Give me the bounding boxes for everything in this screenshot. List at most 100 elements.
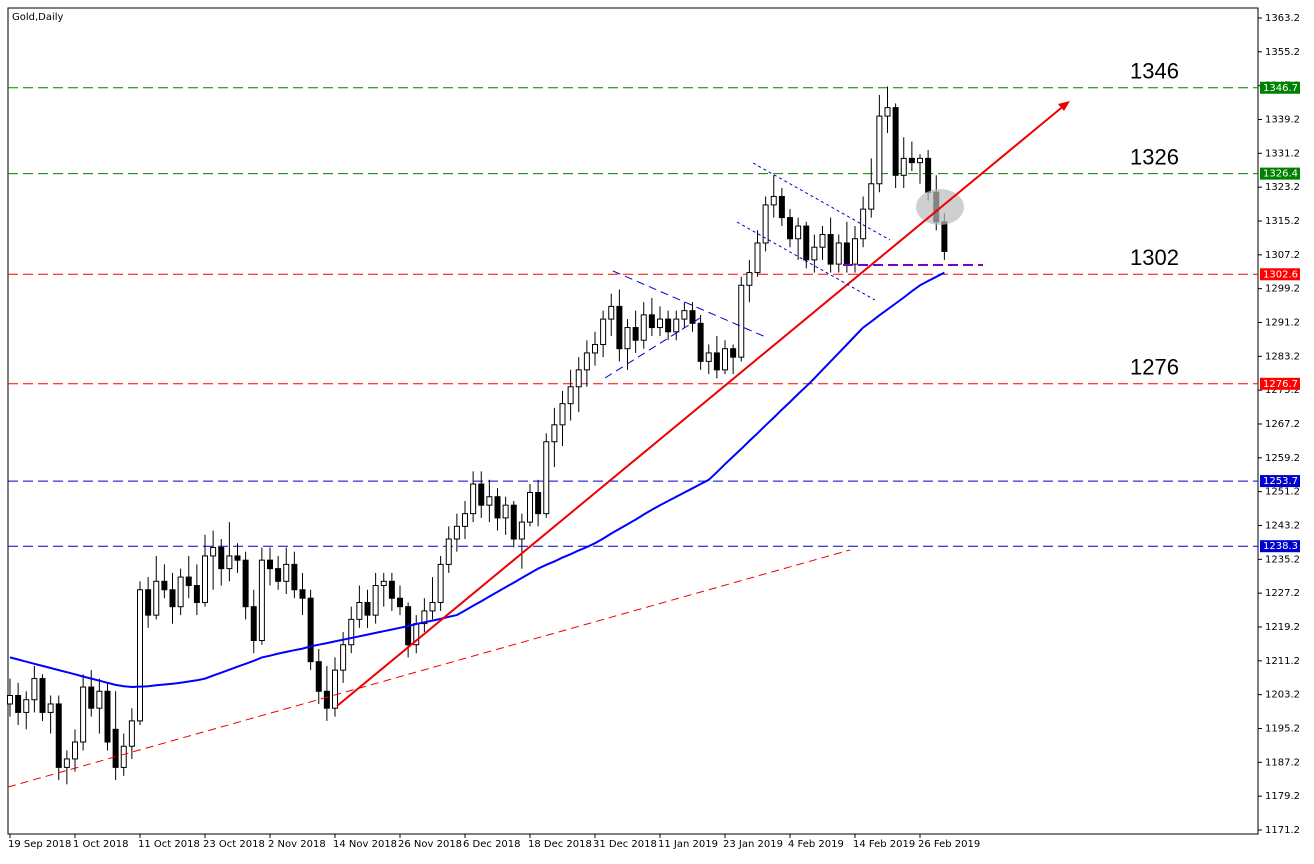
candle-body: [640, 314, 647, 341]
candle-body: [128, 720, 135, 747]
candle-body: [23, 699, 30, 713]
candle-body: [340, 644, 347, 671]
x-tick-label: 14 Nov 2018: [333, 839, 397, 850]
moving-average: [9, 271, 945, 689]
candle-body: [592, 343, 598, 354]
candle-body: [827, 234, 834, 265]
candle-body: [811, 246, 818, 261]
candle-body: [510, 504, 517, 540]
candle-body: [63, 758, 70, 768]
candle-body: [575, 369, 582, 388]
candle-body: [665, 318, 672, 333]
support-line: [7, 549, 851, 788]
candle-body: [291, 563, 298, 591]
candle-body: [486, 496, 493, 506]
candle-body: [323, 690, 330, 709]
y-tick-label: 1219.2: [1265, 622, 1300, 633]
candle-body: [283, 563, 290, 582]
y-tick-label: 1259.2: [1265, 453, 1300, 464]
candle-body: [96, 690, 103, 709]
candle-body: [55, 703, 62, 768]
x-tick-label: 23 Oct 2018: [203, 839, 265, 850]
candle-body: [900, 157, 907, 176]
y-tick-label: 1299.2: [1265, 284, 1300, 295]
levels: [8, 87, 1258, 547]
candle-body: [583, 352, 590, 371]
y-tick-label: 1331.2: [1265, 148, 1300, 159]
candle-body: [908, 157, 915, 164]
candle-body: [226, 555, 233, 570]
candle-body: [648, 314, 655, 329]
level-tag: [1260, 540, 1300, 553]
candle-body: [234, 555, 241, 561]
y-tick-label: 1315.2: [1265, 216, 1300, 227]
candle-body: [137, 589, 143, 722]
candle-body: [462, 513, 468, 527]
candle-body: [364, 601, 371, 616]
y-tick-label: 1195.2: [1265, 723, 1300, 734]
y-tick-label: 1251.2: [1265, 487, 1300, 498]
y-tick-label: 1187.2: [1265, 757, 1300, 768]
level-label: 1302.6: [1263, 269, 1298, 280]
candle-body: [47, 703, 54, 713]
candle-body: [242, 559, 249, 608]
x-tick-label: 18 Dec 2018: [528, 839, 592, 850]
candle-body: [722, 348, 728, 371]
level-annotation: 1326: [1130, 144, 1179, 169]
candle-body: [372, 585, 379, 616]
y-tick-label: 1339.2: [1265, 114, 1300, 125]
level-label: 1346.7: [1263, 83, 1298, 94]
candles: [7, 86, 948, 785]
candle-body: [787, 217, 793, 240]
y-tick-label: 1307.2: [1265, 250, 1300, 261]
level-tag: [1260, 475, 1300, 488]
candle-body: [778, 195, 785, 219]
candle-body: [860, 208, 867, 240]
candle-body: [624, 327, 631, 350]
candle-body: [72, 741, 78, 760]
candle-body: [600, 318, 607, 345]
candle-body: [518, 521, 525, 540]
candle-body: [250, 606, 257, 642]
candle-body: [39, 678, 46, 713]
level-annotation: 1346: [1130, 59, 1179, 84]
x-tick-label: 4 Feb 2019: [788, 839, 844, 850]
candle-body: [388, 580, 395, 599]
level-tag: [1260, 268, 1300, 281]
candle-body: [299, 589, 306, 599]
y-tick-label: 1355.2: [1265, 47, 1300, 58]
candle-body: [551, 424, 558, 443]
candle-body: [437, 563, 444, 603]
candle-body: [917, 157, 923, 164]
candle-body: [397, 597, 403, 608]
candle-body: [494, 496, 501, 519]
x-tick-label: 19 Sep 2018: [8, 839, 71, 850]
x-tick-label: 14 Feb 2019: [853, 839, 915, 850]
drawings: [7, 101, 1070, 788]
candle-body: [120, 745, 127, 768]
level-tag: [1260, 167, 1300, 180]
candle-body: [153, 580, 160, 616]
x-tick-label: 26 Feb 2019: [918, 839, 980, 850]
candle-body: [429, 601, 436, 612]
level-annotation: 1276: [1130, 355, 1179, 380]
candle-body: [689, 310, 696, 324]
candle-body: [730, 348, 737, 358]
level-label: 1326.4: [1263, 169, 1298, 180]
candle-body: [843, 242, 850, 265]
candle-body: [819, 234, 826, 248]
channel-line: [736, 221, 876, 301]
candle-body: [421, 610, 428, 625]
level-annotation: 1302: [1130, 245, 1179, 270]
level-label: 1238.3: [1263, 541, 1298, 552]
y-tick-label: 1227.2: [1265, 588, 1300, 599]
candle-body: [681, 310, 688, 320]
x-tick-label: 23 Jan 2019: [723, 839, 783, 850]
chart-title: Gold,Daily: [12, 12, 64, 23]
trend-line: [336, 103, 1067, 707]
candle-body: [177, 576, 184, 608]
x-tick-label: 26 Nov 2018: [398, 839, 462, 850]
triangle-line: [604, 317, 701, 379]
candle-body: [478, 483, 485, 506]
